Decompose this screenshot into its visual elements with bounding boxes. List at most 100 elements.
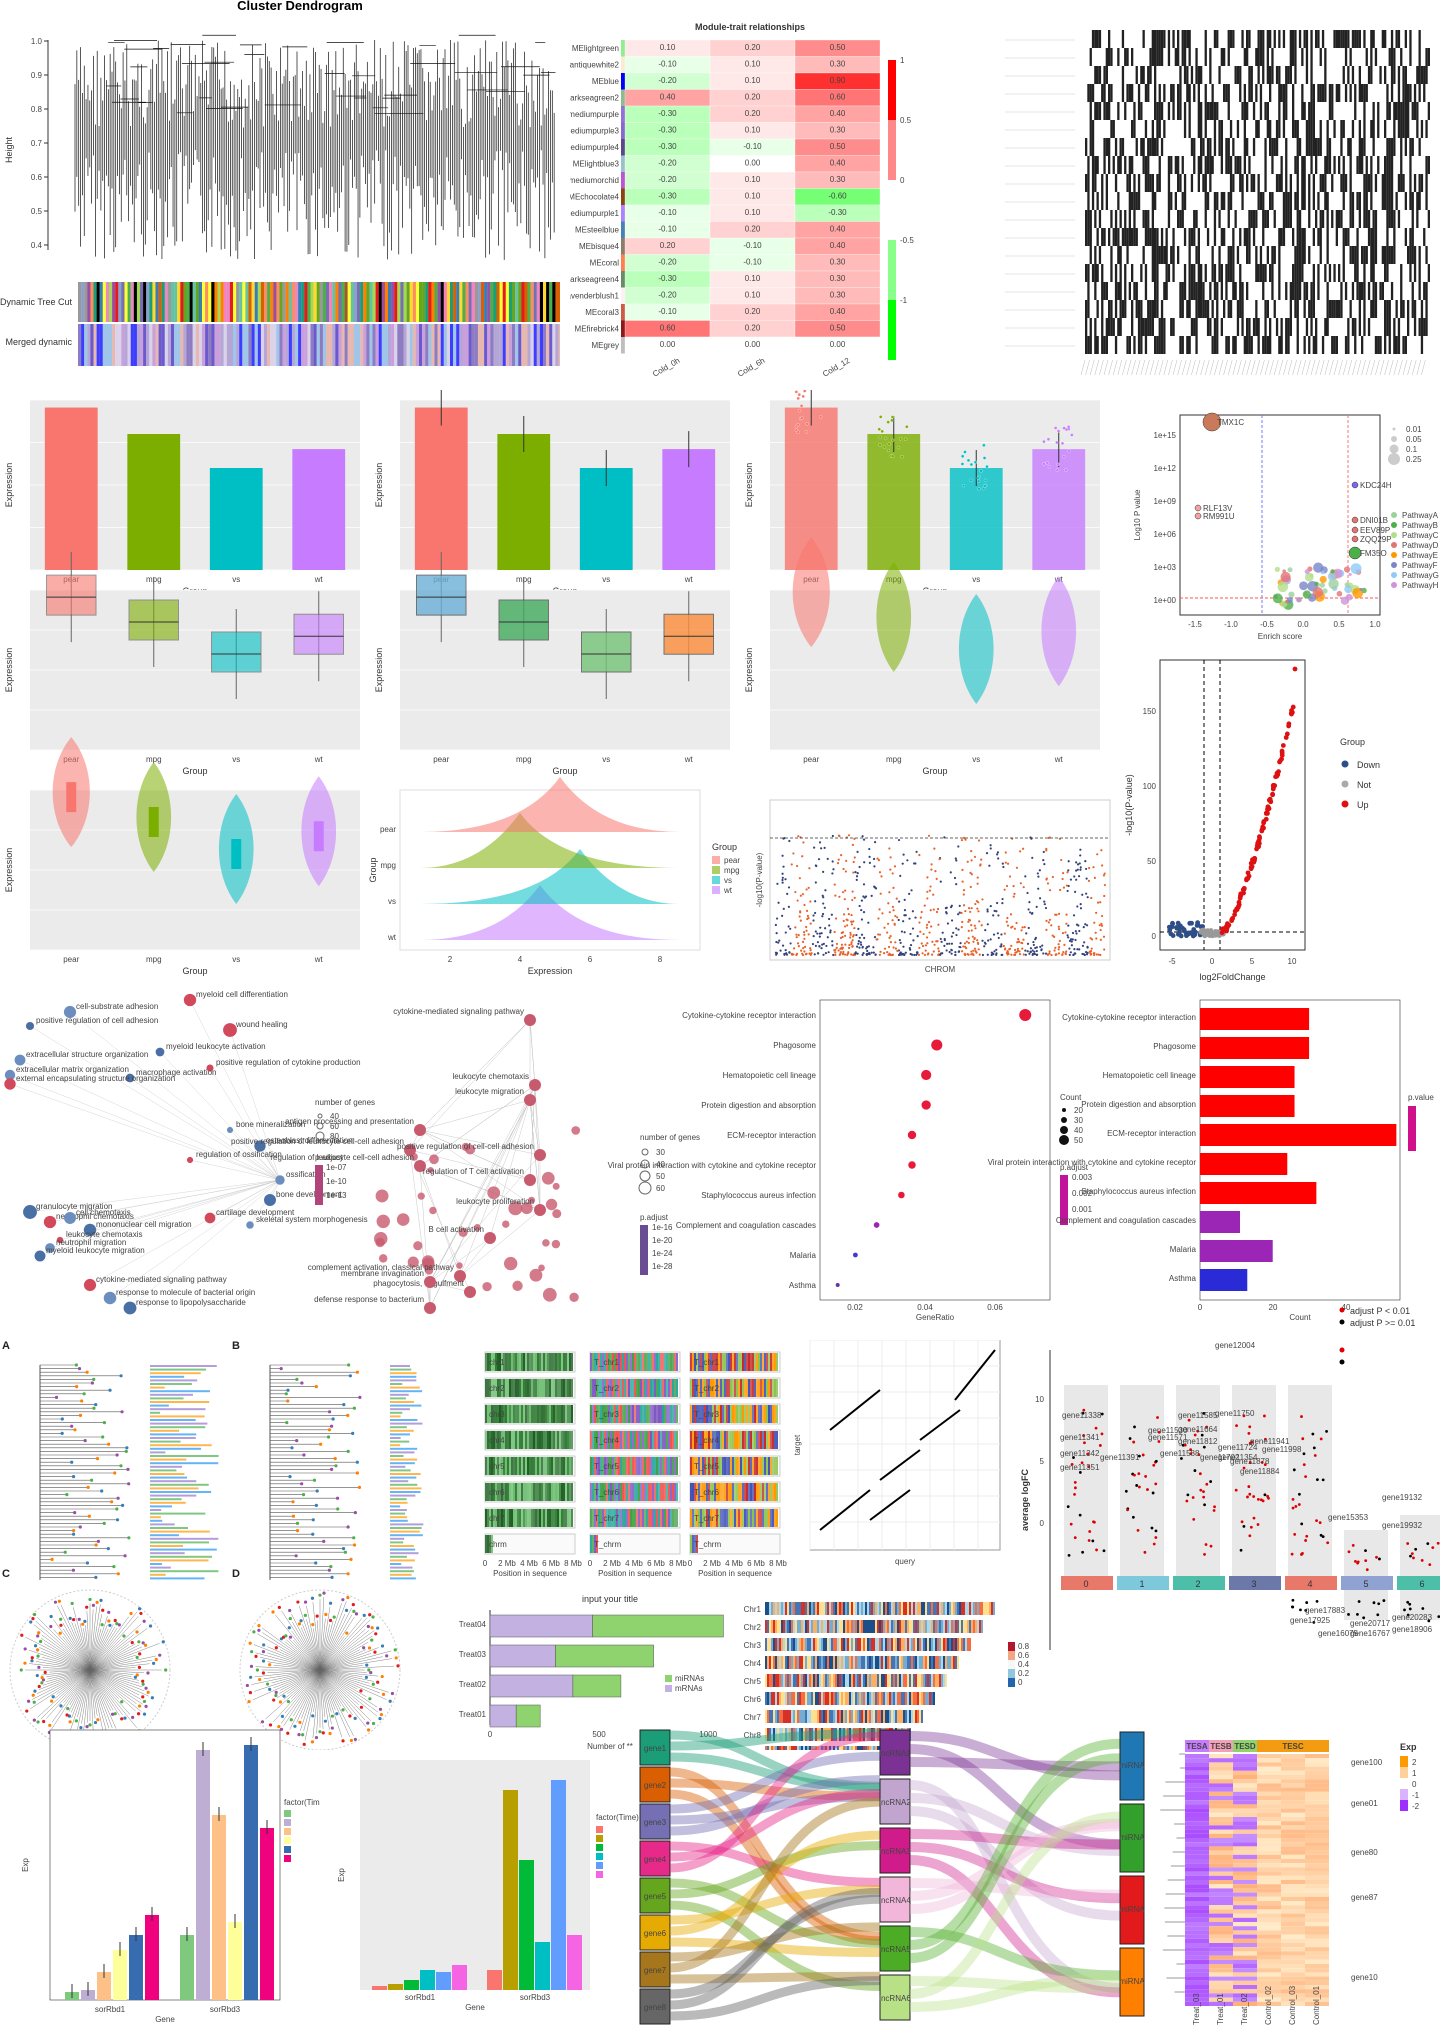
binary-col-label — [1407, 359, 1412, 376]
kegg-bar-term: Phagosome — [1153, 1042, 1196, 1051]
circular-branch — [319, 1669, 389, 1693]
enrich-gene-label: ZQQ29P — [1360, 535, 1392, 544]
merged-color — [499, 324, 503, 366]
chrom-segment — [499, 1509, 501, 1527]
module-cell-value: 0.10 — [745, 126, 761, 135]
chrom-segment — [632, 1379, 634, 1397]
chrom-segment — [590, 1379, 592, 1397]
binary-cell — [1147, 210, 1150, 228]
chrom-segment — [491, 1353, 493, 1371]
manhattan-point — [781, 944, 785, 947]
circular-tip — [353, 1716, 357, 1721]
binary-cell — [1326, 120, 1329, 138]
binary-cell — [1298, 138, 1302, 156]
binary-cell — [1296, 210, 1299, 228]
circular-branch — [292, 1640, 321, 1671]
tree-annotation — [150, 1429, 180, 1432]
binary-cell — [1349, 84, 1352, 102]
chrom-segment — [493, 1483, 495, 1501]
manhattan-point — [1053, 935, 1056, 938]
chrom-segment — [543, 1379, 545, 1397]
binary-cell — [1232, 282, 1235, 300]
binary-cell — [1108, 84, 1111, 102]
manhattan-point — [910, 889, 913, 892]
manhattan-point — [877, 917, 880, 920]
binary-cell — [1282, 120, 1286, 138]
binary-cell — [1425, 120, 1428, 138]
chrom-segment — [569, 1483, 571, 1501]
circular-branch — [319, 1669, 374, 1682]
chrom-segment — [487, 1431, 489, 1449]
merged-color — [155, 324, 159, 366]
chrom-segment — [541, 1509, 543, 1527]
manhattan-point — [814, 930, 817, 933]
binary-cell — [1386, 264, 1389, 282]
circular-branch — [255, 1652, 321, 1671]
binary-cell — [1195, 300, 1198, 318]
binary-cell — [1349, 210, 1352, 228]
manhattan-point — [844, 943, 847, 946]
circular-branch — [36, 1669, 91, 1694]
chrom-segment — [674, 1379, 676, 1397]
tree-tip — [341, 1547, 346, 1551]
chrom-segment — [515, 1483, 517, 1501]
tree-tip — [355, 1370, 359, 1374]
manhattan-point — [986, 923, 989, 926]
manhattan-point — [1009, 913, 1013, 916]
circular-branch — [89, 1628, 109, 1671]
binary-cell — [1149, 66, 1152, 84]
merged-color — [257, 324, 261, 366]
binary-cell — [1151, 228, 1154, 246]
tree-cut-color — [440, 282, 444, 322]
binary-cell — [1103, 84, 1106, 102]
chrom-segment — [499, 1405, 501, 1423]
binary-cell — [1158, 156, 1161, 174]
chrom-segment — [660, 1353, 662, 1371]
merged-color — [171, 324, 175, 366]
chrom-segment — [644, 1405, 646, 1423]
manhattan-point — [967, 929, 970, 933]
manhattan-point — [882, 952, 886, 955]
manhattan-point — [817, 858, 821, 861]
binary-cell — [1213, 138, 1217, 156]
manhattan-point — [1099, 928, 1102, 932]
chrom-segment — [618, 1353, 620, 1371]
tree-annotation — [150, 1512, 206, 1515]
binary-cell — [1108, 48, 1111, 66]
chrom-segment — [622, 1379, 624, 1397]
manhattan-point — [796, 942, 800, 945]
tree-annotation — [390, 1415, 401, 1418]
manhattan-point — [892, 946, 895, 949]
volcano-point-up — [1292, 666, 1298, 672]
volcano-point-down — [1195, 920, 1201, 926]
manhattan-point — [918, 921, 921, 924]
go-right-edge — [459, 1237, 491, 1277]
kegg-bar — [1200, 1211, 1240, 1233]
chrom-segment — [563, 1509, 565, 1527]
manhattan-point — [867, 952, 870, 955]
chrom-segment — [559, 1457, 561, 1475]
kegg-count-label: 30 — [1074, 1116, 1083, 1125]
binary-cell — [1282, 228, 1286, 246]
merged-color — [481, 324, 485, 366]
manhattan-point — [1066, 889, 1069, 893]
binary-cell — [1151, 192, 1154, 210]
merged-color — [549, 324, 553, 366]
tree-cut-color — [276, 282, 280, 322]
binary-cell — [1333, 30, 1336, 48]
binary-cell — [1252, 102, 1256, 120]
circular-tip — [138, 1652, 142, 1656]
binary-cell — [1167, 192, 1171, 210]
tree-cut-color — [549, 282, 553, 322]
x-tick-label: vs — [232, 575, 240, 584]
merged-color — [81, 324, 85, 366]
chrom-segment — [616, 1457, 618, 1475]
go-right-node — [527, 1196, 536, 1204]
chrom-segment — [571, 1379, 573, 1397]
circular-tip — [29, 1620, 33, 1624]
circular-tip — [135, 1655, 139, 1659]
binary-cell — [1390, 138, 1394, 156]
circular-branch — [319, 1658, 393, 1671]
module-cell-value: 0.00 — [745, 159, 761, 168]
tree-cut-color — [521, 282, 525, 322]
